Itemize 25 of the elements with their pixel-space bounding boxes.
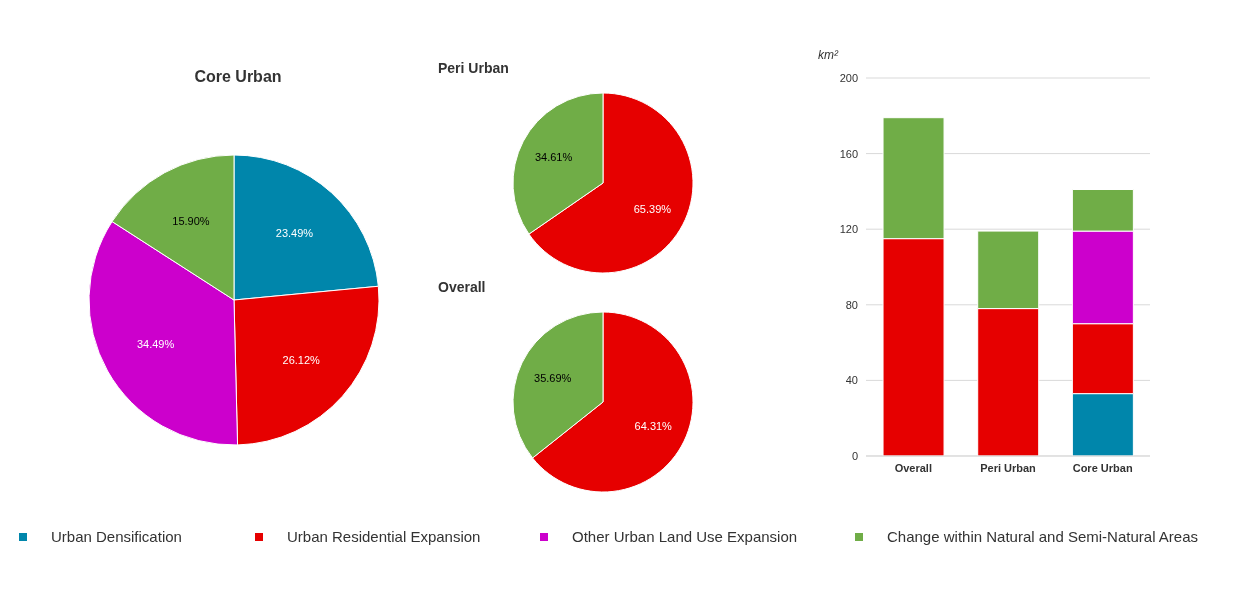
data-label: 64.31% [634,420,673,433]
x-tick-label: Core Urban [1072,461,1133,474]
chart-title: Core Urban [193,68,283,86]
data-label: 23.49% [275,227,314,240]
y-tick-label: 120 [839,223,858,236]
y-axis-title: km² [818,48,838,62]
legend-label: Urban Residential Expansion [287,528,481,545]
y-tick-label: 40 [845,374,858,387]
y-tick-label: 80 [845,298,858,311]
data-label: 35.69% [534,371,572,384]
legend-label: Urban Densification [51,528,182,545]
x-tick-label: Peri Urban [980,461,1037,474]
data-label: 34.61% [534,151,573,164]
legend-label: Other Urban Land Use Expansion [572,528,798,545]
data-label: 26.12% [282,353,321,366]
data-label: 34.49% [136,338,175,351]
data-label: 65.39% [633,202,672,215]
legend-label: Change within Natural and Semi-Natural Areas [887,528,1198,545]
y-tick-label: 160 [839,147,858,160]
data-label: 15.90% [172,215,210,228]
chart-title: Overall [438,279,487,295]
y-tick-label: 0 [851,449,858,462]
chart-title: Peri Urban [438,60,510,76]
y-tick-label: 200 [839,71,858,84]
x-tick-label: Overall [894,461,932,474]
